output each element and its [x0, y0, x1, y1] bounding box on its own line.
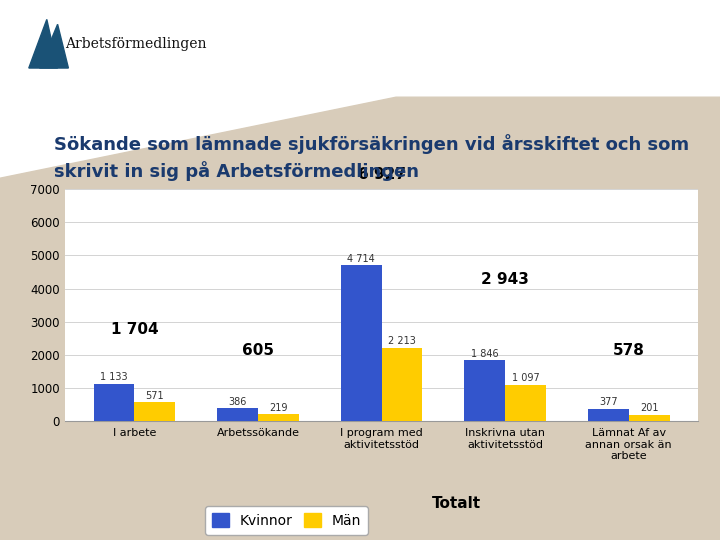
- Text: 571: 571: [145, 391, 164, 401]
- Polygon shape: [29, 19, 58, 68]
- Bar: [94, 383, 135, 421]
- Text: 2 943: 2 943: [481, 272, 529, 287]
- Legend: Kvinnor, Män: Kvinnor, Män: [205, 507, 368, 535]
- Text: 1 133: 1 133: [100, 372, 128, 382]
- Text: Totalt: Totalt: [432, 496, 481, 511]
- Text: 4 714: 4 714: [347, 253, 375, 264]
- Polygon shape: [0, 97, 720, 540]
- Text: Arbetsförmedlingen: Arbetsförmedlingen: [65, 37, 207, 51]
- Text: 377: 377: [599, 397, 618, 407]
- Text: 605: 605: [242, 343, 274, 358]
- Text: 1 704: 1 704: [111, 322, 158, 336]
- Bar: [217, 408, 258, 421]
- Bar: [135, 402, 175, 421]
- Text: Sökande som lämnade sjukförsäkringen vid årsskiftet och som: Sökande som lämnade sjukförsäkringen vid…: [54, 134, 689, 154]
- Bar: [341, 265, 382, 421]
- Bar: [588, 409, 629, 421]
- Text: 201: 201: [640, 403, 659, 413]
- Text: 578: 578: [613, 343, 644, 358]
- Bar: [464, 360, 505, 421]
- Text: 2 213: 2 213: [388, 336, 416, 347]
- Text: 219: 219: [269, 403, 287, 413]
- Bar: [505, 385, 546, 421]
- Bar: [629, 415, 670, 421]
- Bar: [382, 348, 423, 421]
- Bar: [258, 414, 299, 421]
- Text: 1 097: 1 097: [512, 374, 539, 383]
- Text: skrivit in sig på Arbetsförmedlingen: skrivit in sig på Arbetsförmedlingen: [54, 161, 419, 181]
- Polygon shape: [40, 24, 68, 68]
- Text: 386: 386: [228, 397, 247, 407]
- Text: 1 846: 1 846: [471, 349, 499, 359]
- Text: 6 927: 6 927: [358, 167, 405, 183]
